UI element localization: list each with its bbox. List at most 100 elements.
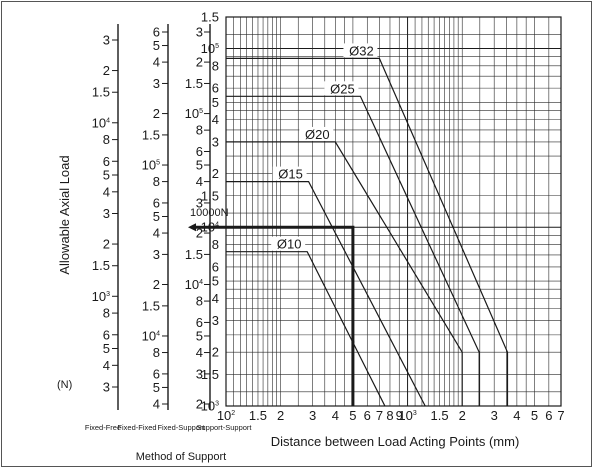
- x-tick-label: 5: [531, 408, 538, 423]
- support-tick-label-base: 10: [185, 277, 199, 292]
- grid: [225, 16, 562, 407]
- support-tick-label: 2: [196, 397, 203, 412]
- support-tick-label: 105: [201, 41, 219, 56]
- support-tick-label-base: 8: [196, 123, 203, 138]
- support-tick-label-base: 1.5: [142, 127, 160, 142]
- support-tick-label: 2: [103, 63, 110, 78]
- support-tick-label-base: 2: [212, 345, 219, 360]
- plot-area-border: [225, 16, 562, 407]
- support-tick-label-base: 3: [153, 247, 160, 262]
- x-tick-label-base: 4: [332, 408, 339, 423]
- x-tick-label-base: 2: [277, 408, 284, 423]
- support-tick-label: 4: [103, 184, 110, 199]
- y-axis-unit: (N): [57, 379, 72, 391]
- support-tick-label: 5: [153, 380, 160, 395]
- example-arrow: [188, 223, 196, 232]
- support-tick-label-base: 2: [196, 226, 203, 241]
- support-title: Method of Support: [136, 451, 227, 463]
- x-axis-title: Distance between Load Acting Points (mm): [271, 434, 520, 449]
- support-scales: 321.51048654321.510386543654321.51058654…: [92, 10, 219, 414]
- support-tick-label: 1.5: [92, 258, 110, 273]
- series-label-bg: [272, 166, 307, 181]
- x-tick-label-base: 6: [364, 408, 371, 423]
- support-tick-label: 1.5: [201, 188, 219, 203]
- support-tick-label-base: 8: [103, 132, 110, 147]
- support-tick-label: 103: [201, 399, 219, 414]
- support-tick-label-base: 3: [103, 380, 110, 395]
- support-tick-label: 2: [212, 345, 219, 360]
- support-tick-label-base: 5: [212, 95, 219, 110]
- support-tick-label-base: 8: [153, 345, 160, 360]
- support-tick-label: 3: [103, 33, 110, 48]
- support-tick-label-base: 2: [196, 397, 203, 412]
- support-tick-label-base: 1.5: [142, 298, 160, 313]
- support-tick-label-base: 10: [92, 289, 106, 304]
- series-label: Ø32: [349, 43, 374, 58]
- y-axis-title: Allowable Axial Load: [57, 155, 72, 274]
- series-label-bg: [299, 126, 334, 141]
- support-tick-label-base: 5: [212, 274, 219, 289]
- support-tick-label-base: 4: [153, 226, 160, 241]
- support-tick-label: 2: [212, 166, 219, 181]
- support-tick-label-base: 2: [103, 237, 110, 252]
- support-tick-label: 3: [212, 313, 219, 328]
- example-path: 10000N: [188, 207, 355, 406]
- example-label: 10000N: [190, 207, 229, 219]
- support-tick-label-base: 10: [92, 115, 106, 130]
- x-tick-label-exp: 2: [231, 410, 235, 417]
- support-tick-label-base: 6: [212, 259, 219, 274]
- support-tick-label-base: 8: [212, 58, 219, 73]
- series-label: Ø25: [330, 81, 355, 96]
- support-tick-label: 1.5: [142, 298, 160, 313]
- support-tick-label: 8: [103, 132, 110, 147]
- support-tick-label: 5: [196, 158, 203, 173]
- x-tick-label-base: 8: [386, 408, 393, 423]
- x-tick-label-base: 7: [557, 408, 564, 423]
- support-tick-label-exp: 4: [199, 279, 203, 286]
- support-scale-name: Support-Support: [196, 423, 252, 432]
- support-tick-label: 2: [153, 106, 160, 121]
- support-tick-label-exp: 4: [106, 117, 110, 124]
- x-tick-label: 7: [376, 408, 383, 423]
- support-tick-label-exp: 3: [106, 291, 110, 298]
- support-tick-label-base: 2: [153, 106, 160, 121]
- x-tick-label-base: 1.5: [430, 408, 448, 423]
- series-line: [226, 181, 426, 407]
- series-line: [226, 95, 480, 406]
- series-lines: Ø10 Ø15 Ø20 Ø25 Ø32: [226, 43, 509, 407]
- support-tick-label: 104: [185, 277, 203, 292]
- support-tick-label-base: 4: [103, 358, 110, 373]
- support-tick-label: 105: [185, 106, 203, 121]
- support-tick-label: 3: [196, 25, 203, 40]
- support-tick-label: 6: [196, 144, 203, 159]
- support-tick-label-base: 6: [153, 195, 160, 210]
- support-tick-label-exp: 5: [215, 43, 219, 50]
- support-tick-label: 5: [153, 209, 160, 224]
- x-tick-label: 7: [557, 408, 564, 423]
- support-tick-label-base: 5: [153, 38, 160, 53]
- support-tick-label: 8: [212, 58, 219, 73]
- support-tick-label: 4: [196, 174, 203, 189]
- series-line: [226, 57, 509, 406]
- x-tick-label: 1.5: [249, 408, 267, 423]
- x-tick-label-base: 5: [349, 408, 356, 423]
- x-tick-label-base: 5: [531, 408, 538, 423]
- x-tick-label: 8: [386, 408, 393, 423]
- support-tick-label-base: 3: [103, 206, 110, 221]
- support-tick-label-base: 3: [153, 76, 160, 91]
- x-tick-label-base: 1.5: [249, 408, 267, 423]
- support-tick-label-base: 1.5: [185, 76, 203, 91]
- support-tick-label: 8: [153, 345, 160, 360]
- support-tick-label-base: 3: [196, 195, 203, 210]
- support-tick-label-exp: 5: [199, 108, 203, 115]
- support-tick-label-base: 3: [212, 134, 219, 149]
- support-tick-label-base: 10: [142, 328, 156, 343]
- support-tick-label-base: 4: [153, 55, 160, 70]
- support-tick-label: 6: [196, 315, 203, 330]
- support-tick-label: 5: [196, 328, 203, 343]
- support-tick-label-base: 3: [196, 366, 203, 381]
- support-tick-label: 1.5: [142, 127, 160, 142]
- support-tick-label-base: 4: [103, 184, 110, 199]
